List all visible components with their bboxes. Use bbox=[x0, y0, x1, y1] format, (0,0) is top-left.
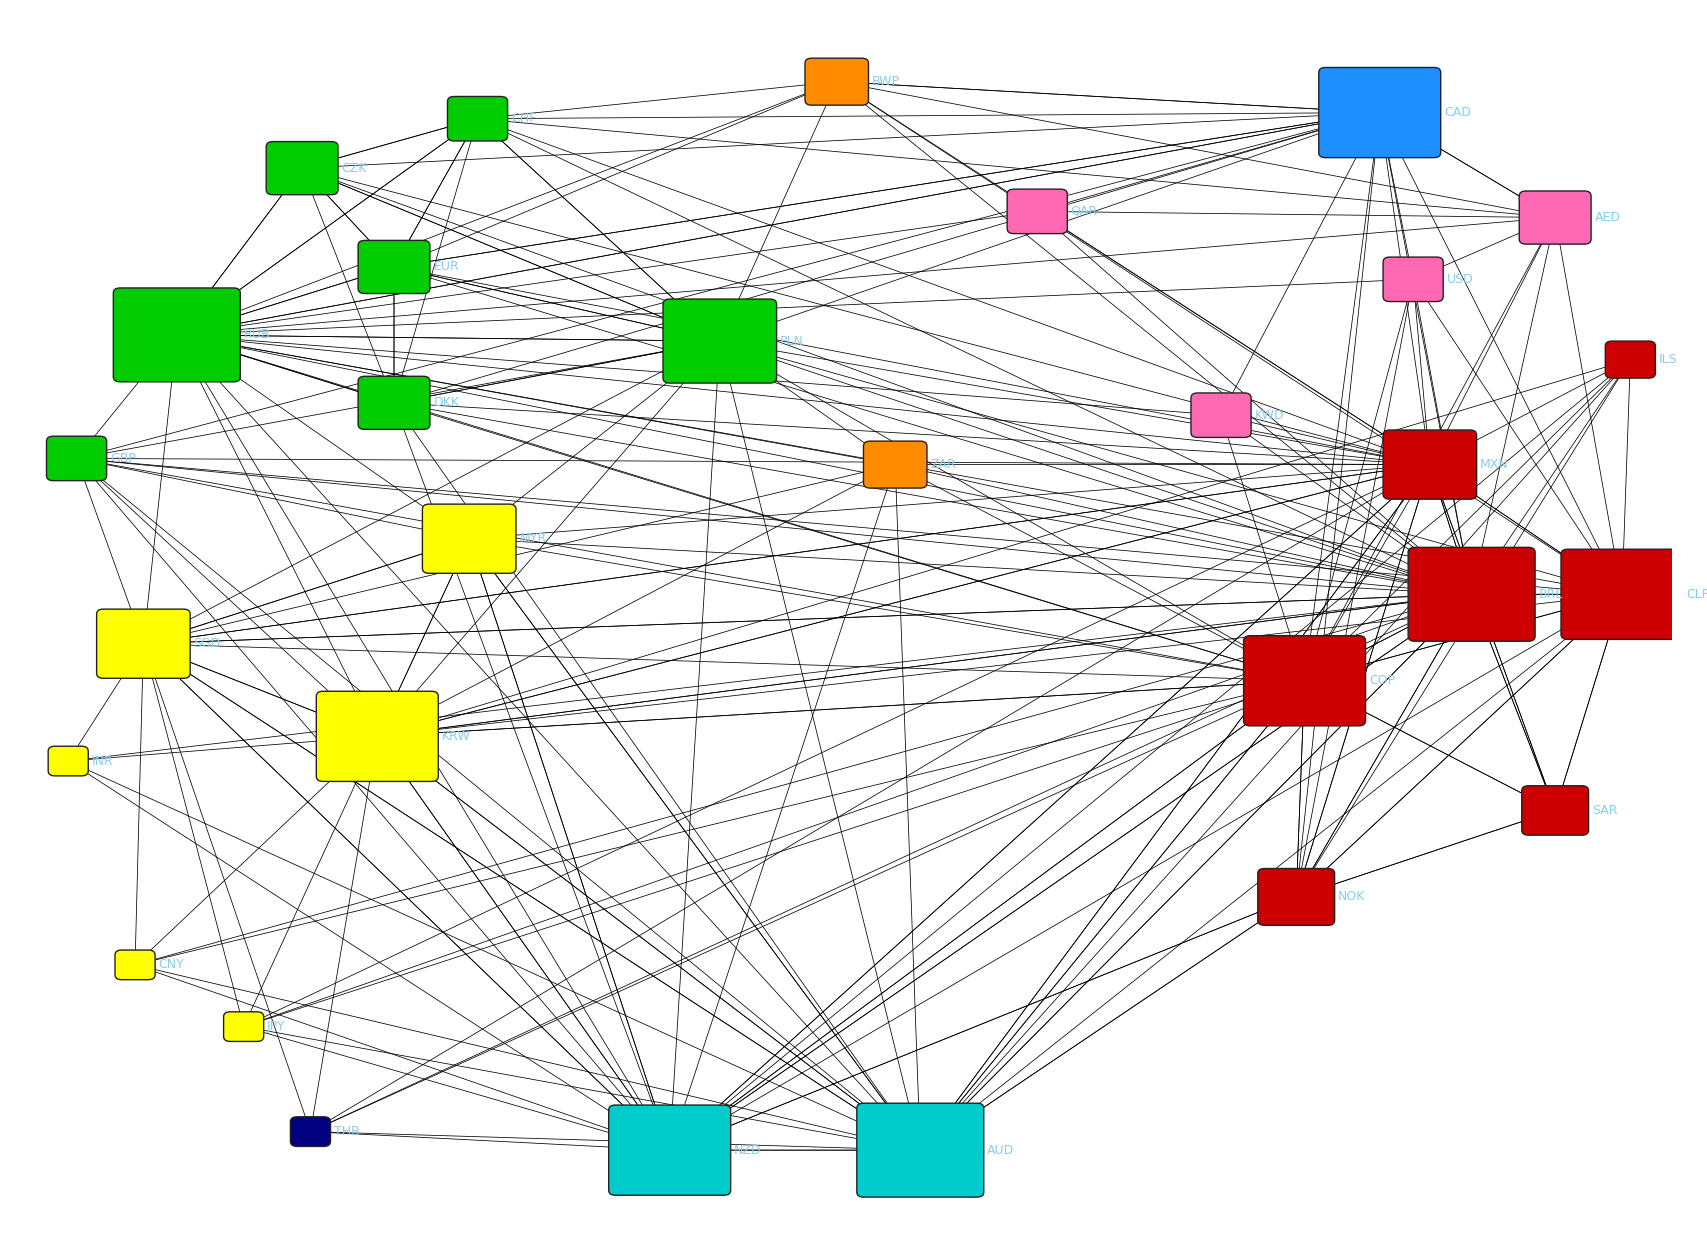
FancyBboxPatch shape bbox=[447, 97, 507, 141]
FancyBboxPatch shape bbox=[114, 950, 155, 979]
Text: KWD: KWD bbox=[1253, 409, 1284, 422]
FancyBboxPatch shape bbox=[1521, 786, 1588, 836]
FancyBboxPatch shape bbox=[97, 609, 189, 678]
FancyBboxPatch shape bbox=[1560, 550, 1681, 639]
Text: KRW: KRW bbox=[442, 730, 469, 743]
Text: MXN: MXN bbox=[1478, 458, 1507, 472]
FancyBboxPatch shape bbox=[857, 1103, 983, 1197]
Text: SAR: SAR bbox=[1591, 803, 1617, 817]
FancyBboxPatch shape bbox=[1256, 869, 1333, 925]
Text: GBP: GBP bbox=[109, 452, 137, 465]
Text: EUR: EUR bbox=[434, 260, 459, 274]
Text: PLN: PLN bbox=[780, 334, 804, 348]
Text: NOK: NOK bbox=[1337, 890, 1364, 904]
FancyBboxPatch shape bbox=[1190, 392, 1250, 437]
FancyBboxPatch shape bbox=[1518, 191, 1591, 244]
Text: NZD: NZD bbox=[734, 1144, 761, 1156]
FancyBboxPatch shape bbox=[422, 504, 516, 573]
Text: CNY: CNY bbox=[159, 958, 184, 972]
FancyBboxPatch shape bbox=[608, 1106, 731, 1195]
FancyBboxPatch shape bbox=[662, 300, 777, 383]
FancyBboxPatch shape bbox=[358, 376, 430, 430]
Text: JPY: JPY bbox=[266, 1020, 285, 1034]
FancyBboxPatch shape bbox=[113, 288, 241, 381]
FancyBboxPatch shape bbox=[1007, 189, 1067, 234]
Text: USD: USD bbox=[1446, 272, 1473, 286]
Text: CZK: CZK bbox=[341, 162, 367, 175]
FancyBboxPatch shape bbox=[1383, 258, 1442, 302]
FancyBboxPatch shape bbox=[804, 58, 867, 105]
Text: RUB: RUB bbox=[244, 328, 270, 342]
FancyBboxPatch shape bbox=[46, 436, 106, 480]
Text: SGD: SGD bbox=[193, 638, 220, 650]
Text: AUD: AUD bbox=[987, 1144, 1014, 1156]
FancyBboxPatch shape bbox=[290, 1117, 331, 1146]
Text: CHF: CHF bbox=[510, 113, 536, 125]
Text: QAR: QAR bbox=[1070, 204, 1098, 218]
FancyBboxPatch shape bbox=[266, 141, 338, 194]
Text: AED: AED bbox=[1594, 210, 1620, 224]
FancyBboxPatch shape bbox=[48, 747, 89, 776]
Text: ILS: ILS bbox=[1657, 353, 1676, 366]
Text: CLP: CLP bbox=[1685, 588, 1707, 600]
FancyBboxPatch shape bbox=[224, 1011, 263, 1041]
Text: MYR: MYR bbox=[519, 532, 546, 545]
FancyBboxPatch shape bbox=[1605, 342, 1654, 378]
FancyBboxPatch shape bbox=[1318, 68, 1441, 157]
FancyBboxPatch shape bbox=[1383, 430, 1477, 499]
Text: BWP: BWP bbox=[871, 76, 900, 88]
Text: ZAR: ZAR bbox=[930, 458, 956, 472]
Text: INR: INR bbox=[92, 754, 113, 768]
FancyBboxPatch shape bbox=[1243, 635, 1364, 725]
Text: BRL: BRL bbox=[1538, 588, 1562, 600]
FancyBboxPatch shape bbox=[358, 240, 430, 293]
Text: DKK: DKK bbox=[434, 396, 459, 410]
FancyBboxPatch shape bbox=[864, 441, 927, 488]
Text: THB: THB bbox=[333, 1125, 360, 1138]
FancyBboxPatch shape bbox=[316, 691, 439, 781]
FancyBboxPatch shape bbox=[1407, 547, 1535, 641]
Text: CAD: CAD bbox=[1442, 106, 1470, 119]
Text: COP: COP bbox=[1367, 675, 1395, 687]
